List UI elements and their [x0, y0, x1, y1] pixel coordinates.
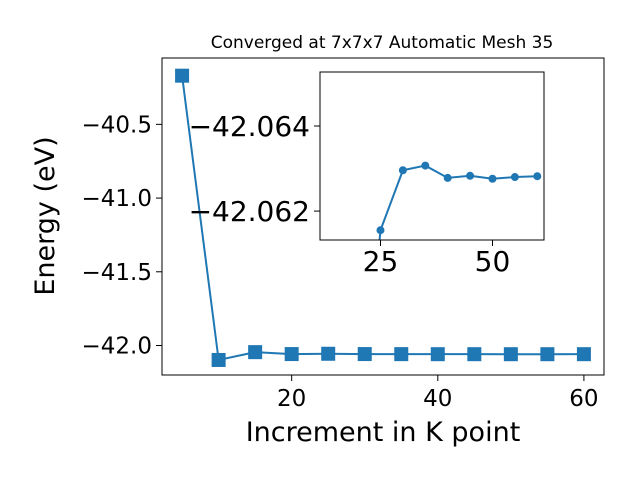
inset-data-point [398, 166, 407, 175]
inset-data-point [421, 161, 430, 170]
x-tick-label: 60 [569, 386, 598, 412]
main-data-point [357, 347, 372, 362]
inset-data-point [443, 173, 452, 182]
main-data-point [540, 347, 555, 362]
x-tick-label: 40 [423, 386, 452, 412]
main-data-point [430, 347, 445, 362]
main-data-point [284, 347, 299, 362]
chart-title: Converged at 7x7x7 Automatic Mesh 35 [211, 33, 554, 53]
y-tick-label: −40.5 [82, 112, 152, 138]
x-tick-label: 20 [277, 386, 306, 412]
main-data-point [503, 347, 518, 362]
y-tick-label: −42.0 [82, 334, 152, 360]
y-axis-label: Energy (eV) [30, 136, 61, 295]
main-data-point [248, 345, 263, 360]
main-data-point [467, 347, 482, 362]
main-plot-frame [161, 57, 605, 376]
inset-data-point [376, 226, 385, 235]
inset-data-point [533, 172, 542, 181]
inset-plot: 25 50 −42.064 −42.062 [189, 71, 545, 478]
x-axis-label: Increment in K point [246, 417, 521, 448]
main-data-point [576, 347, 591, 362]
inset-data-point [466, 171, 475, 180]
main-data-point [394, 347, 409, 362]
inset-y-tick-label: −42.062 [189, 195, 310, 228]
inset-x-tick-label: 50 [475, 245, 511, 278]
main-plot: 20 40 60 −40.5 −41.0 −41.5 −42.0 Increment in… [30, 57, 605, 448]
inset-data-point [510, 173, 519, 182]
inset-plot-frame [319, 71, 545, 241]
main-data-point [321, 346, 336, 361]
main-data-point [175, 68, 190, 83]
inset-plot-background [320, 72, 544, 240]
y-tick-label: −41.5 [82, 260, 152, 286]
inset-y-tick-label: −42.064 [189, 110, 310, 143]
inset-data-point [355, 471, 362, 478]
main-data-point [211, 352, 226, 367]
inset-data-point [488, 174, 497, 183]
y-tick-label: −41.0 [82, 186, 152, 212]
inset-x-tick-label: 25 [363, 245, 399, 278]
